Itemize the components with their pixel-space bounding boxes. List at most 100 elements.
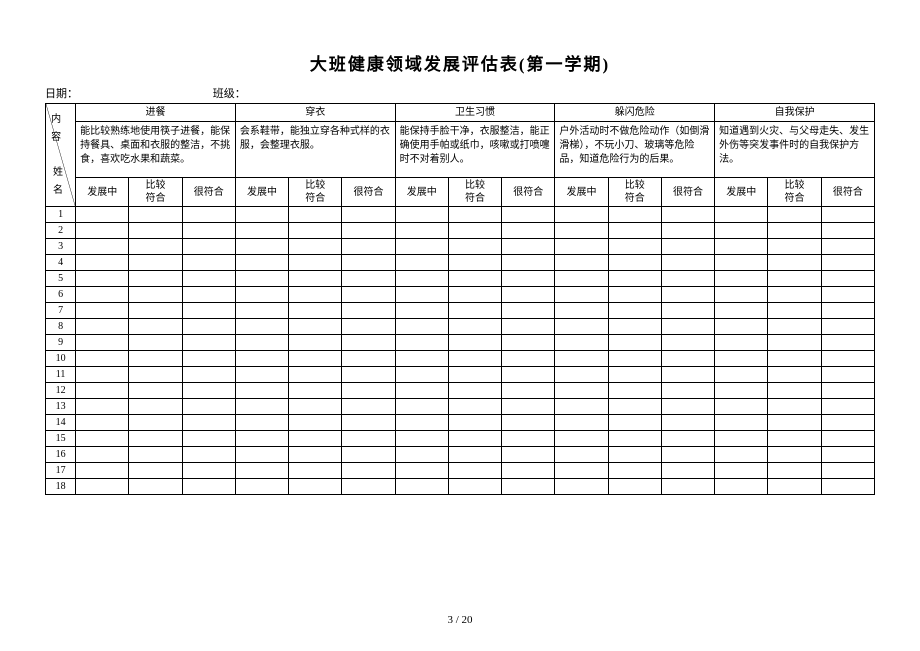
data-cell xyxy=(768,287,821,303)
table-row: 2 xyxy=(46,223,875,239)
data-cell xyxy=(182,447,235,463)
data-cell xyxy=(555,383,608,399)
data-cell xyxy=(608,351,661,367)
data-cell xyxy=(821,415,874,431)
data-cell xyxy=(768,367,821,383)
data-cell xyxy=(715,303,768,319)
data-cell xyxy=(608,207,661,223)
data-cell xyxy=(235,463,288,479)
data-cell xyxy=(235,447,288,463)
data-cell xyxy=(715,271,768,287)
data-cell xyxy=(661,447,714,463)
table-row: 6 xyxy=(46,287,875,303)
data-cell xyxy=(76,335,129,351)
row-number: 10 xyxy=(46,351,76,367)
criteria-cell: 能比较熟练地使用筷子进餐，能保持餐具、桌面和衣服的整洁，不挑食，喜欢吃水果和蔬菜… xyxy=(76,122,236,178)
data-cell xyxy=(661,479,714,495)
data-cell xyxy=(768,255,821,271)
diagonal-content-label: 内容 xyxy=(51,111,61,147)
data-cell xyxy=(502,447,555,463)
data-cell xyxy=(768,447,821,463)
table-row: 8 xyxy=(46,319,875,335)
data-cell xyxy=(395,399,448,415)
data-cell xyxy=(502,431,555,447)
data-cell xyxy=(395,367,448,383)
data-cell xyxy=(182,239,235,255)
data-cell xyxy=(129,271,182,287)
data-cell xyxy=(182,383,235,399)
data-cell xyxy=(768,239,821,255)
data-cell xyxy=(502,383,555,399)
data-cell xyxy=(342,223,395,239)
data-cell xyxy=(182,367,235,383)
data-cell xyxy=(235,207,288,223)
data-cell xyxy=(715,463,768,479)
data-cell xyxy=(342,367,395,383)
data-cell xyxy=(289,351,342,367)
data-cell xyxy=(235,239,288,255)
data-cell xyxy=(129,335,182,351)
table-row: 5 xyxy=(46,271,875,287)
data-cell xyxy=(715,367,768,383)
data-cell xyxy=(182,303,235,319)
data-cell xyxy=(76,319,129,335)
data-cell xyxy=(289,367,342,383)
data-cell xyxy=(76,447,129,463)
data-cell xyxy=(182,335,235,351)
data-cell xyxy=(342,447,395,463)
row-number: 12 xyxy=(46,383,76,399)
data-cell xyxy=(768,399,821,415)
data-cell xyxy=(76,239,129,255)
data-cell xyxy=(182,399,235,415)
data-cell xyxy=(395,287,448,303)
data-cell xyxy=(448,431,501,447)
row-number: 3 xyxy=(46,239,76,255)
data-cell xyxy=(342,335,395,351)
data-cell xyxy=(661,463,714,479)
data-cell xyxy=(715,319,768,335)
data-cell xyxy=(821,319,874,335)
table-row: 1 xyxy=(46,207,875,223)
data-cell xyxy=(768,479,821,495)
data-cell xyxy=(289,383,342,399)
data-cell xyxy=(448,239,501,255)
level-header: 很符合 xyxy=(661,178,714,207)
data-cell xyxy=(821,239,874,255)
row-number: 11 xyxy=(46,367,76,383)
data-cell xyxy=(502,223,555,239)
data-cell xyxy=(608,287,661,303)
data-cell xyxy=(555,447,608,463)
table-row: 14 xyxy=(46,415,875,431)
data-cell xyxy=(289,463,342,479)
level-header: 比较符合 xyxy=(448,178,501,207)
data-cell xyxy=(821,399,874,415)
data-cell xyxy=(76,287,129,303)
category-header: 卫生习惯 xyxy=(395,104,555,122)
table-row: 7 xyxy=(46,303,875,319)
data-cell xyxy=(821,351,874,367)
data-cell xyxy=(76,303,129,319)
data-cell xyxy=(129,207,182,223)
data-cell xyxy=(235,367,288,383)
data-cell xyxy=(129,447,182,463)
data-cell xyxy=(448,319,501,335)
data-cell xyxy=(555,239,608,255)
data-cell xyxy=(289,399,342,415)
level-header: 比较符合 xyxy=(768,178,821,207)
data-cell xyxy=(448,271,501,287)
data-cell xyxy=(715,415,768,431)
data-cell xyxy=(821,431,874,447)
table-row: 9 xyxy=(46,335,875,351)
data-cell xyxy=(661,431,714,447)
data-cell xyxy=(395,271,448,287)
row-number: 9 xyxy=(46,335,76,351)
data-cell xyxy=(608,303,661,319)
data-cell xyxy=(715,207,768,223)
data-cell xyxy=(182,351,235,367)
data-cell xyxy=(502,351,555,367)
level-header: 很符合 xyxy=(821,178,874,207)
data-cell xyxy=(129,479,182,495)
data-cell xyxy=(235,255,288,271)
data-cell xyxy=(129,399,182,415)
data-cell xyxy=(235,399,288,415)
